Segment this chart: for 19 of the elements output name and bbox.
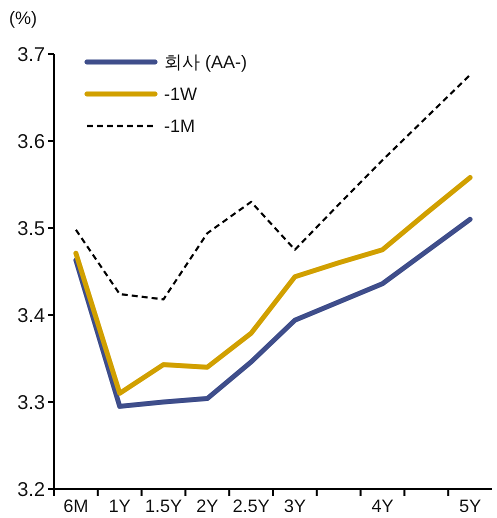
x-tick-label: 2Y xyxy=(196,496,218,516)
y-tick-label: 3.3 xyxy=(17,392,45,414)
y-tick-label: 3.7 xyxy=(17,44,45,66)
y-tick-label: 3.4 xyxy=(17,305,45,328)
legend-label: 회사 (AA-) xyxy=(164,51,247,74)
y-axis-title: (%) xyxy=(9,8,37,29)
x-tick-label: 1Y xyxy=(108,496,131,516)
x-tick-label: 4Y xyxy=(371,496,394,516)
line-series xyxy=(74,74,472,300)
x-tick-label: 6M xyxy=(63,496,88,516)
x-tick-label: 3Y xyxy=(284,496,306,516)
x-tick-label: 2.5Y xyxy=(232,496,270,516)
x-tick-label: 1.5Y xyxy=(144,496,182,516)
y-tick-label: 3.6 xyxy=(17,131,45,154)
y-tick-label: 3.2 xyxy=(17,479,45,502)
legend-label: -1W xyxy=(164,84,197,104)
legend-label: -1M xyxy=(164,116,195,136)
x-tick-label: 5Y xyxy=(459,496,482,516)
y-tick-label: 3.5 xyxy=(17,218,45,240)
